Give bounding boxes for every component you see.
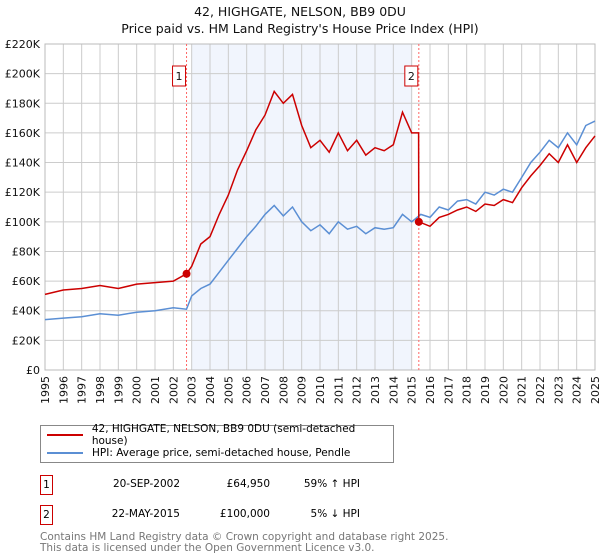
x-tick-label: 1999 [112,376,125,404]
x-tick-label: 2006 [241,376,254,404]
blue-line-swatch [47,452,83,454]
footer-copyright: Contains HM Land Registry data © Crown c… [40,531,449,543]
price-paid-line [44,89,596,296]
y-tick-label: £20K [12,334,41,347]
legend: 42, HIGHGATE, NELSON, BB9 0DU (semi-deta… [40,423,394,463]
x-tick-label: 2001 [149,376,162,404]
annotation-box [404,65,419,87]
y-tick-label: £180K [5,97,41,110]
hpi-line [44,120,596,321]
annotation-label: 2 [408,70,415,83]
price-chart: 1995 1996 1997 1998 1999 2000 2001 2002 2003 2004… [5,38,600,404]
annotation-box [172,65,187,87]
red-line-swatch [47,434,83,436]
sale-point [182,269,191,278]
sale-row: 1 20-SEP-2002 £64,950 59% ↑ HPI [40,475,440,495]
y-tick-label: £0 [26,364,40,377]
x-tick-label: 1996 [57,376,70,404]
x-tick-label: 2023 [552,376,565,404]
y-tick-label: £60K [12,275,41,288]
y-tick-label: £100K [5,216,41,229]
x-tick-label: 2019 [479,376,492,404]
x-tick-label: 1998 [94,376,107,404]
y-tick-label: £200K [5,68,41,81]
sale-price: £100,000 [219,508,270,520]
x-tick-label: 2013 [369,376,382,404]
x-tick-label: 2025 [589,376,600,404]
plot-frame [44,43,596,371]
y-tick-label: £80K [12,245,41,258]
x-tick-label: 2014 [387,376,400,404]
x-tick-label: 2007 [259,376,272,404]
sale-marker-badge: 1 [40,475,53,495]
x-tick-label: 2018 [461,376,474,404]
x-tick-label: 1995 [39,376,52,404]
x-tick-label: 2002 [167,376,180,404]
sale-date: 22-MAY-2015 [111,508,180,520]
x-tick-label: 2024 [571,376,584,404]
sale-row: 2 22-MAY-2015 £100,000 5% ↓ HPI [40,505,440,525]
footer-licence: This data is licensed under the Open Gov… [40,542,375,554]
x-tick-label: 2000 [131,376,144,404]
y-tick-label: £140K [5,157,41,170]
legend-item-property: 42, HIGHGATE, NELSON, BB9 0DU (semi-deta… [47,423,393,447]
x-tick-label: 2008 [277,376,290,404]
x-tick-label: 2011 [332,376,345,404]
legend-label-hpi: HPI: Average price, semi-detached house,… [92,447,351,459]
x-tick-label: 2022 [534,376,547,404]
sale-price: £64,950 [226,478,270,490]
y-tick-label: £160K [5,127,41,140]
sale-hpi-diff: 5% ↓ HPI [310,508,360,520]
footer: Contains HM Land Registry data © Crown c… [40,532,448,554]
sale-date: 20-SEP-2002 [112,478,180,490]
legend-item-hpi: HPI: Average price, semi-detached house,… [47,445,350,461]
y-tick-label: £220K [5,38,41,51]
x-tick-label: 1997 [76,376,89,404]
x-tick-label: 2005 [222,376,235,404]
x-tick-label: 2004 [204,376,217,404]
x-tick-label: 2021 [516,376,529,404]
chart-subtitle: Price paid vs. HM Land Registry's House … [121,21,479,36]
sale-point [414,217,423,226]
legend-label-property: 42, HIGHGATE, NELSON, BB9 0DU (semi-deta… [91,423,356,447]
sale-marker-badge: 2 [40,505,53,525]
y-tick-label: £40K [12,305,41,318]
x-tick-label: 2015 [406,376,419,404]
x-tick-label: 2003 [186,376,199,404]
chart-title: 42, HIGHGATE, NELSON, BB9 0DU [194,4,406,19]
x-tick-label: 2020 [497,376,510,404]
x-tick-label: 2017 [442,376,455,404]
x-tick-label: 2012 [351,376,364,404]
y-tick-label: £120K [5,186,41,199]
x-tick-label: 2010 [314,376,327,404]
sale-hpi-diff: 59% ↑ HPI [303,478,360,490]
x-tick-label: 2016 [424,376,437,404]
annotation-label: 1 [176,70,183,83]
x-tick-label: 2009 [296,376,309,404]
